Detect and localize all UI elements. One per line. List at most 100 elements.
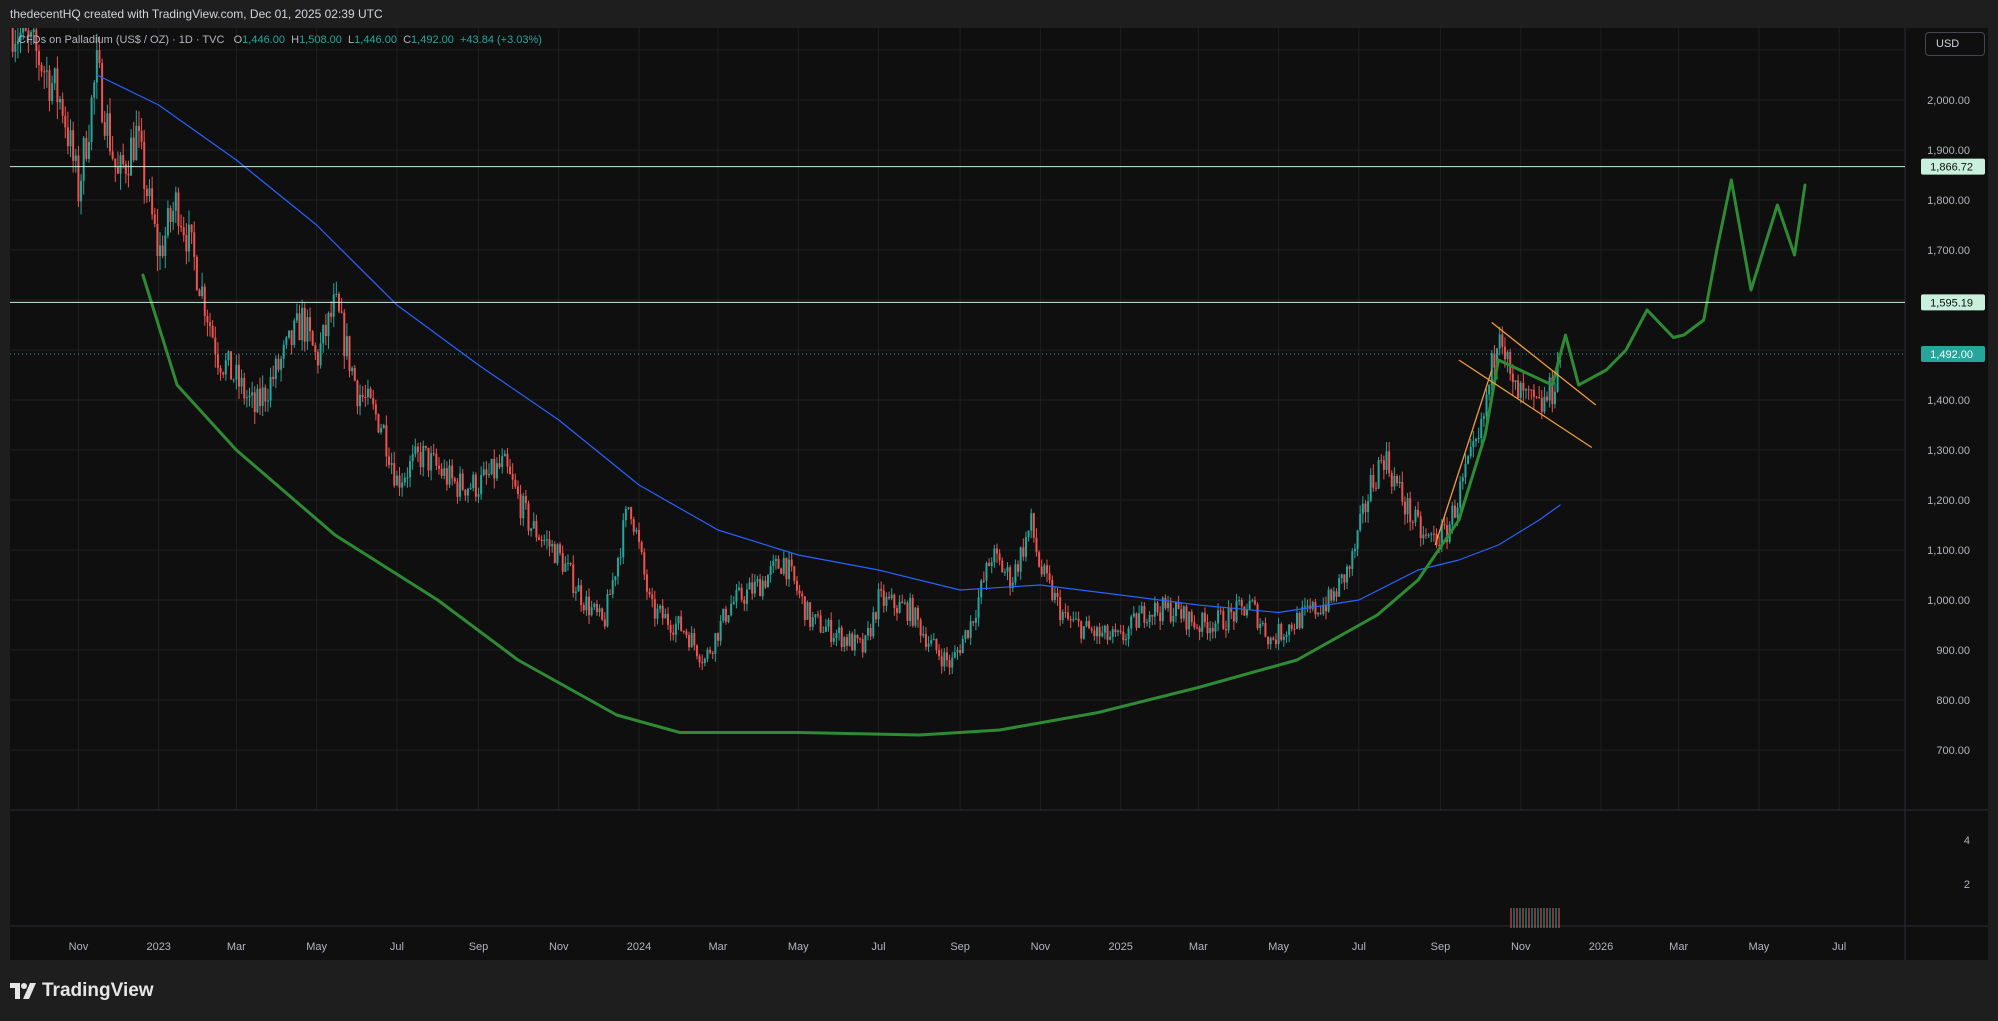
candle-body xyxy=(451,465,454,479)
chart-svg[interactable]: 2,100.002,000.001,900.001,800.001,700.00… xyxy=(10,28,1988,960)
candle-body xyxy=(672,632,675,635)
candle-body xyxy=(1230,608,1233,613)
candle-body xyxy=(130,137,133,176)
candle xyxy=(314,342,317,360)
candle-body xyxy=(906,602,909,621)
candle-body xyxy=(819,615,822,633)
candle-body xyxy=(1501,334,1504,347)
candle-body xyxy=(1406,498,1409,515)
candle xyxy=(774,555,777,570)
candle xyxy=(1459,475,1462,518)
candle-body xyxy=(1211,627,1214,632)
candle xyxy=(669,620,672,641)
candle-body xyxy=(40,64,43,72)
candle xyxy=(1167,595,1170,612)
candle-body xyxy=(524,495,527,504)
candle-body xyxy=(474,474,477,497)
candle-body xyxy=(911,598,914,626)
candle xyxy=(495,457,498,482)
candle-body xyxy=(1203,612,1206,623)
candle xyxy=(1319,606,1322,616)
candle-body xyxy=(595,603,598,612)
candle-body xyxy=(243,377,246,399)
candle xyxy=(588,588,591,624)
candle-body xyxy=(1088,620,1091,629)
candle-body xyxy=(709,649,712,653)
candle xyxy=(803,595,806,626)
candle xyxy=(1127,625,1130,647)
candle-body xyxy=(698,656,701,663)
candle xyxy=(780,567,783,575)
candle xyxy=(627,507,630,511)
candle xyxy=(695,644,698,660)
candle-body xyxy=(1267,636,1270,645)
candle xyxy=(1282,633,1285,647)
candle xyxy=(1030,508,1033,538)
candle xyxy=(1353,543,1356,559)
candle xyxy=(1082,626,1085,640)
tradingview-logo-icon xyxy=(10,983,36,999)
candle-body xyxy=(1498,334,1501,349)
candle-body xyxy=(1027,530,1030,538)
candle-body xyxy=(456,481,459,497)
candle-body xyxy=(638,530,641,543)
x-axis-tick-label: Mar xyxy=(1669,941,1688,953)
candle xyxy=(340,298,343,314)
candle xyxy=(814,614,817,625)
y-axis-tick-label: 1,900.00 xyxy=(1927,145,1970,157)
candle-body xyxy=(977,597,980,618)
candle-body xyxy=(782,557,785,574)
candle-body xyxy=(551,544,554,547)
candle-body xyxy=(1011,582,1014,589)
candle xyxy=(1517,374,1520,399)
chart-area[interactable]: 2,100.002,000.001,900.001,800.001,700.00… xyxy=(10,28,1988,960)
candle-body xyxy=(690,633,693,648)
candle-body xyxy=(1314,602,1317,615)
tradingview-logo[interactable]: TradingView xyxy=(10,980,154,1002)
volume-bar xyxy=(1525,908,1527,928)
candle xyxy=(1309,598,1312,614)
candle xyxy=(169,205,172,233)
candle-body xyxy=(727,615,730,622)
candle xyxy=(619,547,622,566)
volume-bar xyxy=(1513,908,1515,928)
candle-body xyxy=(1256,604,1259,629)
candle xyxy=(1232,611,1235,631)
candle-body xyxy=(1351,551,1354,569)
candle-body xyxy=(1206,622,1209,634)
candle-body xyxy=(777,559,780,569)
candle xyxy=(1103,624,1106,640)
candle-body xyxy=(43,71,46,73)
candle xyxy=(1264,617,1267,638)
candle xyxy=(411,444,414,470)
candle xyxy=(103,111,106,141)
candle xyxy=(40,62,43,77)
candle-body xyxy=(109,113,112,152)
trendline xyxy=(1491,321,1597,406)
candle-body xyxy=(22,28,25,33)
candle xyxy=(1238,596,1241,606)
currency-button[interactable]: USD xyxy=(1925,32,1985,56)
candle xyxy=(948,654,951,675)
candle-body xyxy=(1364,503,1367,513)
candle-body xyxy=(319,343,322,366)
candle-body xyxy=(182,227,185,236)
candle xyxy=(1248,594,1251,611)
candle xyxy=(624,505,627,528)
candle xyxy=(348,335,351,378)
candle-body xyxy=(195,256,198,290)
candle-body xyxy=(1132,613,1135,617)
candle xyxy=(187,210,190,262)
candle xyxy=(503,450,506,457)
candle-body xyxy=(264,387,267,402)
candle xyxy=(777,555,780,569)
candle-body xyxy=(453,478,456,482)
candle xyxy=(914,606,917,628)
candle xyxy=(1035,528,1038,557)
candle-body xyxy=(967,630,970,638)
candle xyxy=(1548,372,1551,408)
candle-body xyxy=(32,29,35,33)
candle-body xyxy=(1232,612,1235,622)
candle xyxy=(106,104,109,148)
candle xyxy=(1182,605,1185,622)
